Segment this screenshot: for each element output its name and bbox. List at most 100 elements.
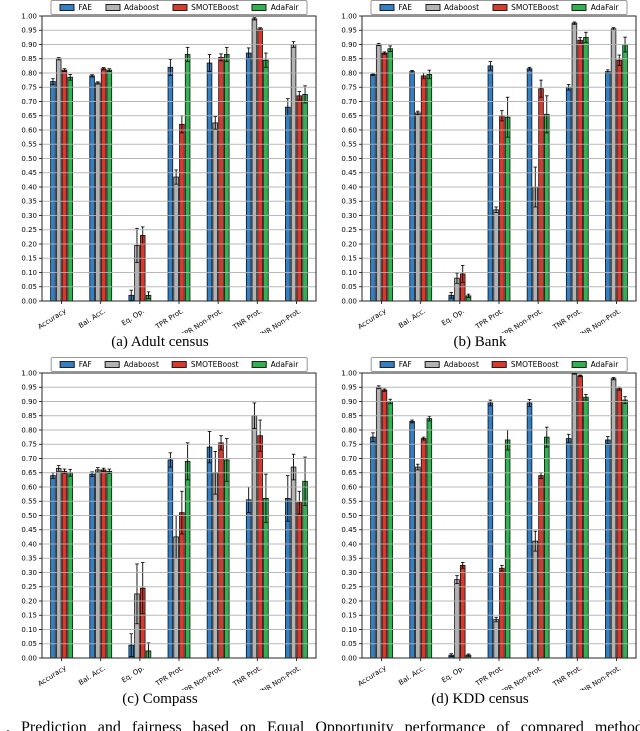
legend-label: Adaboost xyxy=(123,359,159,369)
legend-swatch-icon xyxy=(251,361,267,368)
x-tick-label: Accuracy xyxy=(356,664,387,688)
y-tick-label: 1.00 xyxy=(341,369,357,377)
legend-swatch-icon xyxy=(379,361,395,368)
bar-smoteboost xyxy=(139,235,146,302)
y-tick-label: 0.35 xyxy=(21,555,37,563)
bar-chart-svg: 0.00 0.05 0.10 0.15 0.20 0.25 0.30 0.35 0.40 0.45… xyxy=(21,12,317,341)
x-tick-label: TPR Prot. xyxy=(153,664,185,689)
bar-adafair xyxy=(583,36,589,302)
bar-adafair xyxy=(263,59,269,302)
y-tick-label: 0.95 xyxy=(341,27,357,35)
bar-smoteboost xyxy=(218,442,224,659)
y-tick-label: 0.40 xyxy=(341,183,357,191)
bar-adafair xyxy=(426,74,433,302)
bar-smoteboost xyxy=(100,68,107,302)
y-tick-label: 0.70 xyxy=(21,455,37,463)
bar-fae xyxy=(370,74,376,302)
y-tick-label: 0.20 xyxy=(21,597,37,605)
bar-adafair xyxy=(67,76,73,302)
y-tick-label: 0.05 xyxy=(21,640,37,648)
y-tick-label: 0.80 xyxy=(341,69,357,77)
y-tick-label: 0.60 xyxy=(341,483,357,491)
x-tick-label: Eq. Op. xyxy=(120,307,146,328)
y-tick-label: 0.85 xyxy=(21,55,37,63)
axes-box xyxy=(41,15,317,302)
bar-faf xyxy=(167,459,174,659)
bar-fae xyxy=(409,71,415,302)
bar-adaboost xyxy=(251,415,258,659)
legend-swatch-icon xyxy=(59,4,75,11)
legend-label: AdaFair xyxy=(270,359,299,369)
bar-adaboost xyxy=(610,378,617,659)
bar-smoteboost xyxy=(420,75,427,302)
bar-faf xyxy=(526,402,533,659)
y-tick-label: 0.80 xyxy=(341,426,357,434)
y-tick-label: 0.55 xyxy=(341,141,357,149)
y-tick-label: 0.00 xyxy=(21,297,37,305)
x-tick-label: TPR Non-Prot. xyxy=(499,664,545,690)
y-tick-label: 0.25 xyxy=(21,226,37,234)
bar-chart-area: 0.00 0.05 0.10 0.15 0.20 0.25 0.30 0.35 0.40 0.45… xyxy=(320,357,640,698)
y-tick-label: 0.05 xyxy=(341,640,357,648)
legend-item-adaboost: Adaboost xyxy=(104,359,159,369)
bar-faf xyxy=(245,499,252,659)
y-tick-label: 0.65 xyxy=(21,469,37,477)
x-tick-label: Bal. Acc. xyxy=(77,307,107,330)
legend-item-adaboost: Adaboost xyxy=(104,2,160,12)
x-tick-label: Eq. Op. xyxy=(440,307,466,328)
y-tick-label: 0.95 xyxy=(21,27,37,35)
legend-swatch-icon xyxy=(491,361,507,368)
legend-box: FAF Adaboost SMOTEBoost AdaFair xyxy=(370,357,628,372)
y-tick-label: 0.95 xyxy=(341,384,357,392)
y-tick-label: 0.75 xyxy=(21,84,37,92)
y-tick-label: 0.90 xyxy=(341,41,357,49)
legend-swatch-icon xyxy=(59,361,75,368)
y-tick-label: 0.00 xyxy=(341,654,357,662)
y-tick-label: 0.45 xyxy=(21,169,37,177)
bar-smoteboost xyxy=(538,475,544,659)
figure-caption-fragment: . Prediction and fairness based on Equal… xyxy=(6,719,640,731)
bar-smoteboost xyxy=(616,388,623,659)
bar-smoteboost xyxy=(179,512,185,659)
x-tick-label: TNR Non-Prot. xyxy=(576,307,622,333)
bar-adafair xyxy=(302,480,308,659)
y-tick-label: 0.40 xyxy=(341,540,357,548)
y-tick-label: 1.00 xyxy=(21,369,37,377)
x-tick-label: TPR Non-Prot. xyxy=(179,664,225,690)
x-tick-label: Eq. Op. xyxy=(120,664,146,685)
bar-adafair xyxy=(622,399,628,659)
bar-fae xyxy=(167,66,174,302)
legend-item-adafair: AdaFair xyxy=(571,3,619,12)
bar-adaboost xyxy=(212,472,219,659)
bar-adaboost xyxy=(610,28,617,302)
legend-swatch-icon xyxy=(379,4,395,11)
y-tick-label: 0.55 xyxy=(21,141,37,149)
subplot-bank: FAE Adaboost SMOTEBoost AdaFair 0.00 0.05 0.1… xyxy=(320,0,640,356)
x-tick-label: Bal. Acc. xyxy=(397,307,427,330)
y-tick-label: 0.70 xyxy=(341,98,357,106)
bar-faf xyxy=(487,402,494,659)
y-tick-label: 0.50 xyxy=(341,155,357,163)
bar-adafair xyxy=(106,69,113,302)
y-tick-label: 0.50 xyxy=(21,512,37,520)
axes-box xyxy=(361,372,637,659)
y-tick-label: 0.05 xyxy=(341,283,357,291)
bar-smoteboost xyxy=(257,28,263,302)
y-tick-label: 0.75 xyxy=(341,441,357,449)
x-tick-label: Eq. Op. xyxy=(440,664,466,685)
subplot-caption: (c) Compass xyxy=(122,691,198,707)
x-tick-label: TNR Non-Prot. xyxy=(576,664,622,690)
legend-item-adafair: AdaFair xyxy=(251,359,299,369)
y-tick-label: 0.10 xyxy=(341,626,357,634)
x-tick-label: TPR Non-Prot. xyxy=(499,307,545,333)
legend-item-adafair: AdaFair xyxy=(251,3,299,12)
y-tick-label: 0.30 xyxy=(341,212,357,220)
legend-label: Adaboost xyxy=(123,2,160,12)
bar-adafair xyxy=(426,418,433,659)
legend-item-smoteboost: SMOTEBoost xyxy=(172,3,239,12)
y-tick-label: 0.85 xyxy=(341,412,357,420)
x-tick-label: TNR Non-Prot. xyxy=(256,307,302,333)
legend-label: SMOTEBoost xyxy=(511,2,559,12)
y-tick-label: 0.30 xyxy=(341,569,357,577)
bar-smoteboost xyxy=(257,435,263,659)
